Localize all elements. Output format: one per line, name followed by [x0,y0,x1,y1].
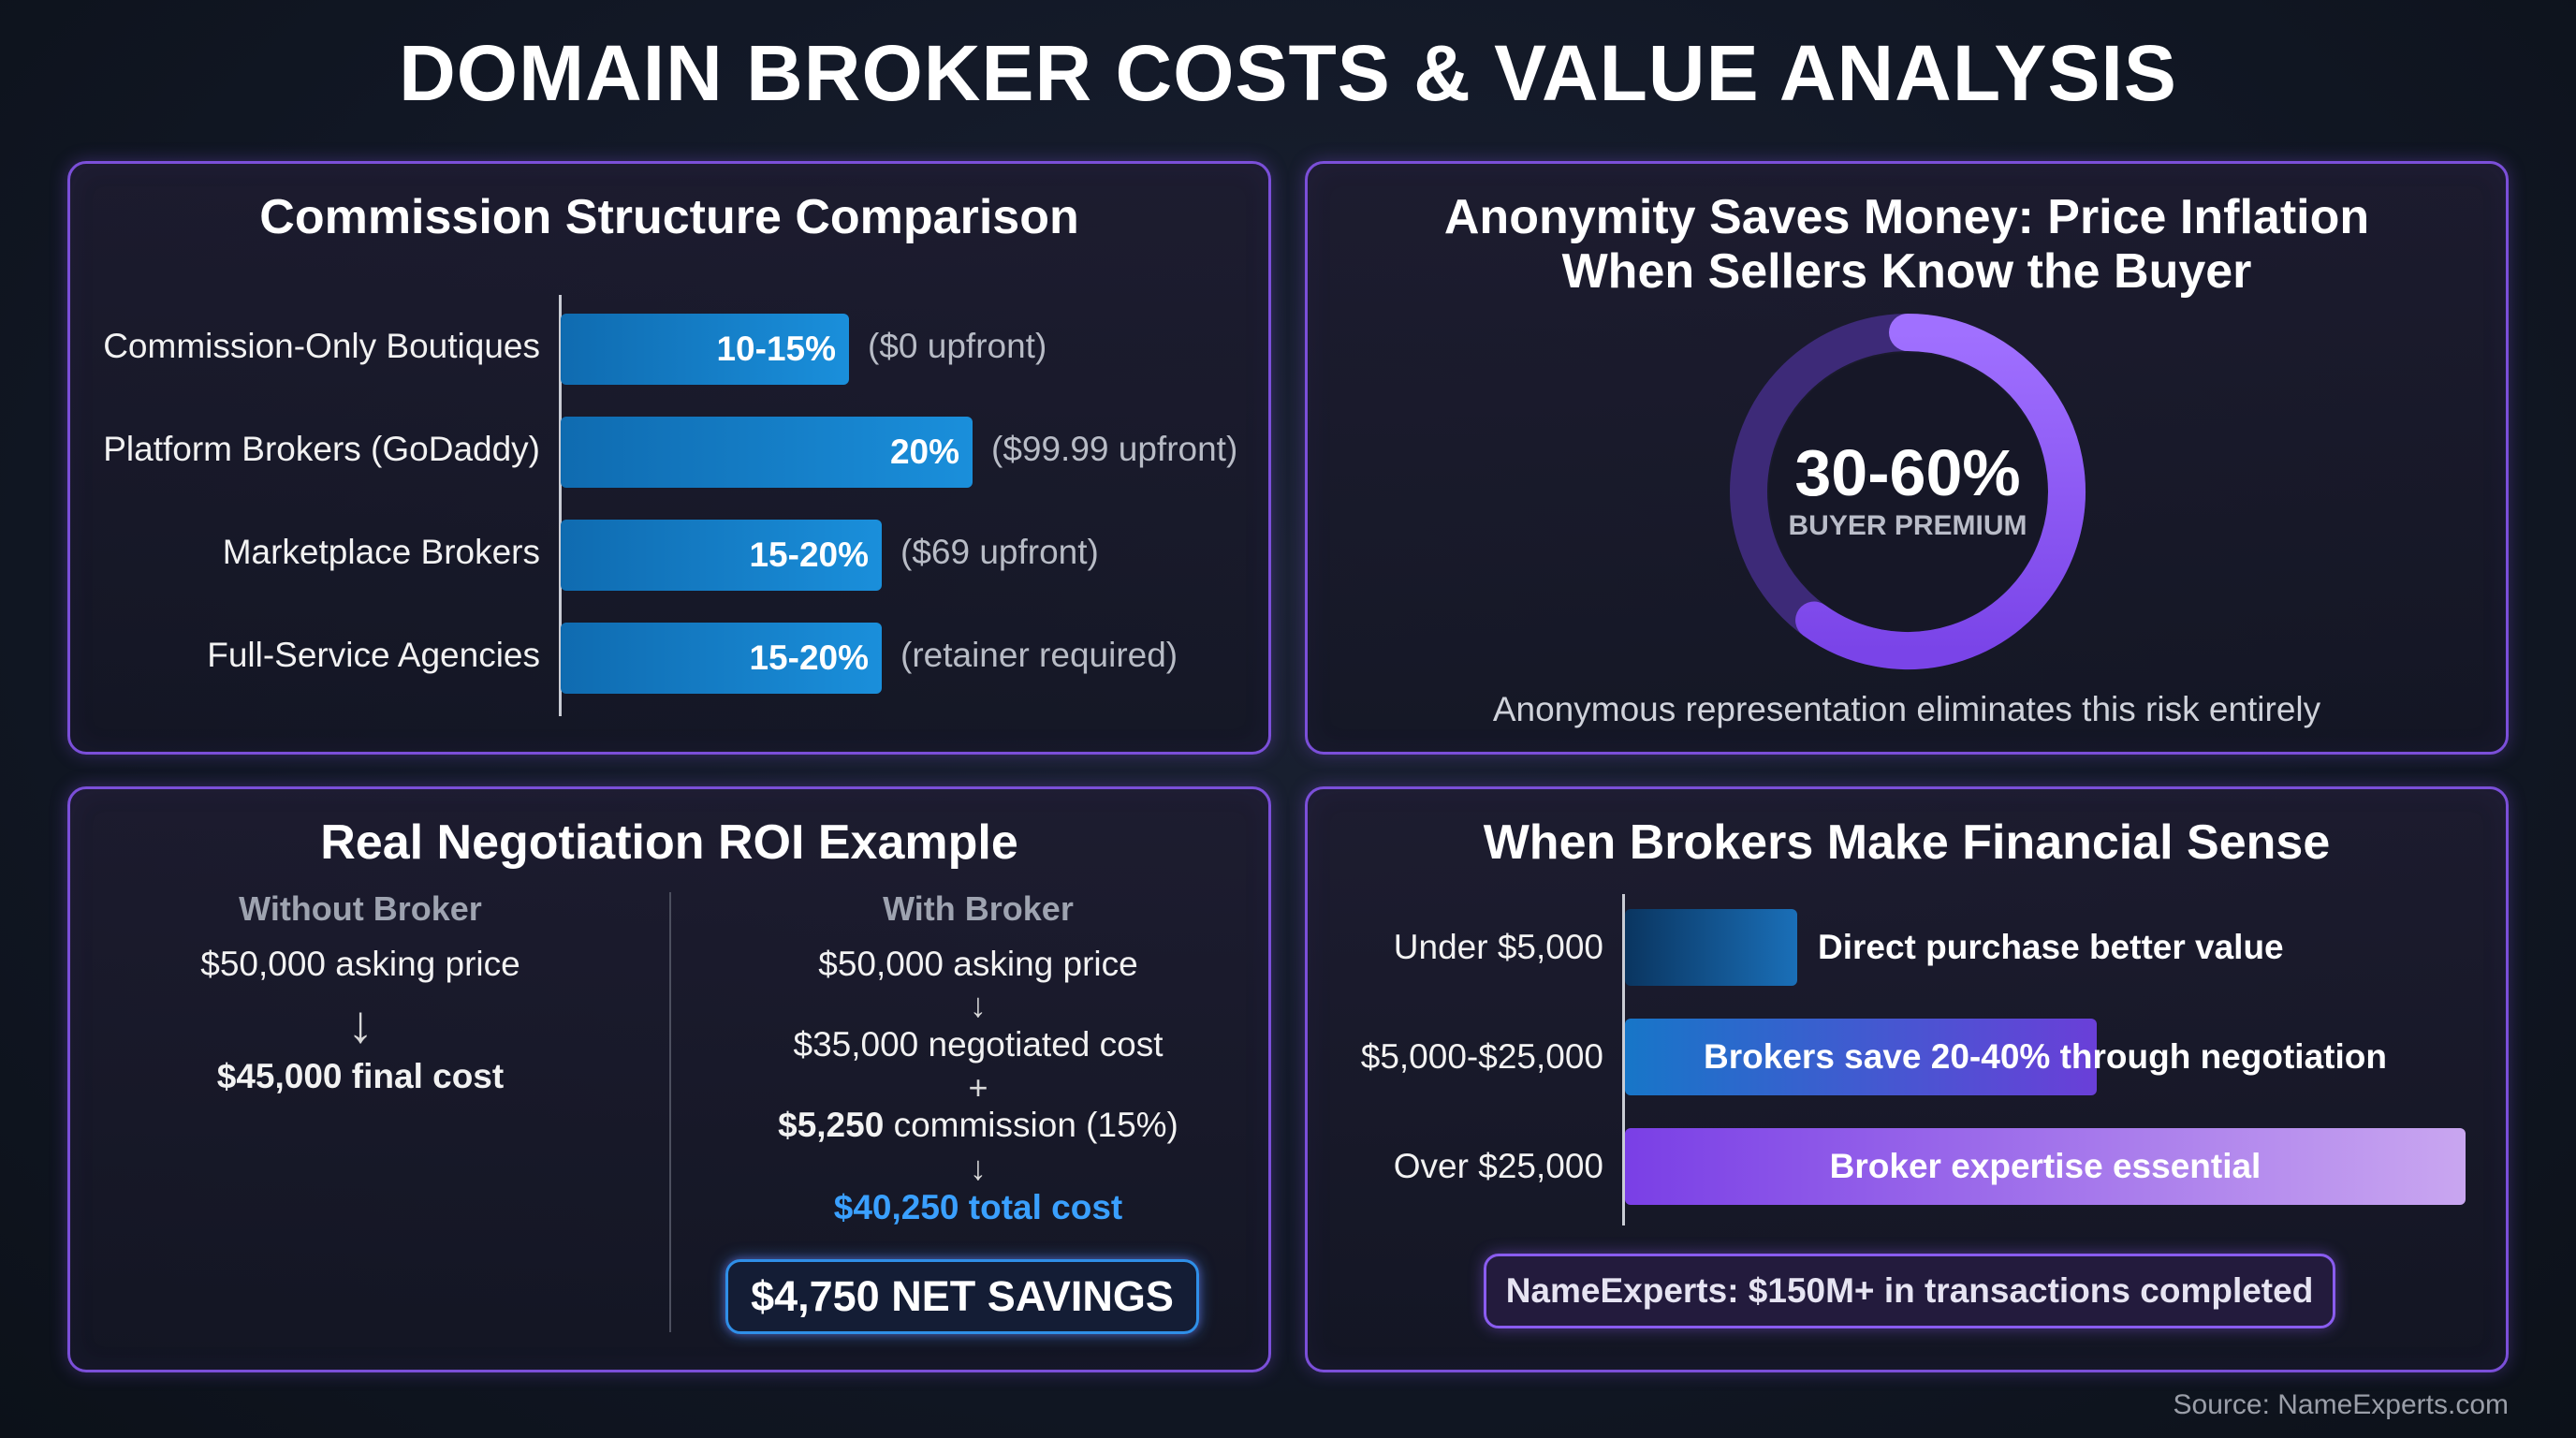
nameexperts-badge: NameExperts: $150M+ in transactions comp… [1484,1254,2335,1328]
commission-label: Commission-Only Boutiques [103,327,540,365]
down-arrow-icon: ↓ [970,1149,987,1187]
commission-bar: 15-20% [561,623,882,694]
buyer-premium-label: BUYER PREMIUM [1788,510,2027,541]
commission-note: (retainer required) [900,636,1178,674]
with-heading: With Broker [883,889,1074,928]
without-heading: Without Broker [239,889,482,928]
anonymity-caption: Anonymous representation eliminates this… [1492,690,2321,728]
without-asking: $50,000 asking price [200,945,520,983]
commission-text: commission (15%) [884,1106,1178,1144]
anonymity-title-line2: When Sellers Know the Buyer [1561,244,2252,299]
commission-value: 20% [889,433,959,471]
sense-panel: When Brokers Make Financial Sense Direct… [1305,786,2509,1372]
without-final: $45,000 final cost [216,1057,505,1095]
source-note: Source: NameExperts.com [2173,1389,2509,1420]
sense-bar-text: Broker expertise essential [1829,1147,2261,1185]
with-asking: $50,000 asking price [818,945,1138,983]
commission-label: Platform Brokers (GoDaddy) [103,430,540,468]
total-amount: $40,250 [833,1188,959,1226]
buyer-premium-ring [1730,314,2086,669]
commission-value: 10-15% [716,330,836,368]
plus-icon: + [968,1068,988,1107]
sense-label: Under $5,000 [1393,928,1603,966]
sense-label: Over $25,000 [1393,1147,1603,1185]
commission-title: Commission Structure Comparison [259,190,1079,244]
commission-label: Marketplace Brokers [222,533,540,571]
sense-bar-text: Brokers save 20-40% through negotiation [1704,1037,2387,1076]
commission-label: Full-Service Agencies [207,636,540,674]
roi-title: Real Negotiation ROI Example [320,815,1018,870]
commission-panel: Commission Structure Comparison Commissi… [67,161,1271,755]
commission-bar: 10-15% [561,314,849,385]
with-commission: $5,250 commission (15%) [725,1108,1231,1142]
commission-note: ($0 upfront) [868,327,1047,365]
down-arrow-icon: ↓ [970,986,987,1024]
down-arrow-icon: ↓ [347,994,373,1053]
anonymity-title-line1: Anonymity Saves Money: Price Inflation [1443,190,2370,244]
commission-amount: $5,250 [778,1106,885,1144]
commission-bar: 20% [561,417,973,488]
savings-badge: $4,750 NET SAVINGS [725,1259,1199,1334]
without-broker-column: Without Broker $50,000 asking price ↓ $4… [108,892,613,1173]
nameexperts-text: NameExperts: $150M+ in transactions comp… [1505,1271,2314,1310]
sense-label: $5,000-$25,000 [1360,1037,1603,1076]
commission-note: ($69 upfront) [900,533,1099,571]
commission-axis [559,295,562,716]
sense-bar [1625,1128,2466,1205]
sense-bar [1625,909,1797,986]
commission-value: 15-20% [749,638,869,677]
ring-arc [1795,314,2086,669]
sense-bar-text: Direct purchase better value [1818,928,2284,966]
anonymity-panel: Anonymity Saves Money: Price Inflation W… [1305,161,2509,755]
buyer-premium-value: 30-60% [1794,436,2021,509]
roi-panel: Real Negotiation ROI Example Without Bro… [67,786,1271,1372]
with-total: $40,250 total cost [725,1190,1231,1225]
ring-inner [1769,353,2046,630]
sense-title: When Brokers Make Financial Sense [1483,815,2331,870]
savings-text: $4,750 NET SAVINGS [751,1272,1174,1320]
commission-bar: 15-20% [561,520,882,591]
with-negotiated: $35,000 negotiated cost [793,1025,1164,1064]
sense-axis [1622,894,1625,1225]
page-title: DOMAIN BROKER COSTS & VALUE ANALYSIS [399,29,2177,117]
sense-bar [1625,1019,2097,1095]
with-broker-column: With Broker $50,000 asking price ↓ $35,0… [725,892,1231,1229]
roi-divider [669,892,671,1332]
commission-value: 15-20% [749,536,869,574]
total-text: total cost [959,1188,1123,1226]
commission-note: ($99.99 upfront) [991,430,1238,468]
